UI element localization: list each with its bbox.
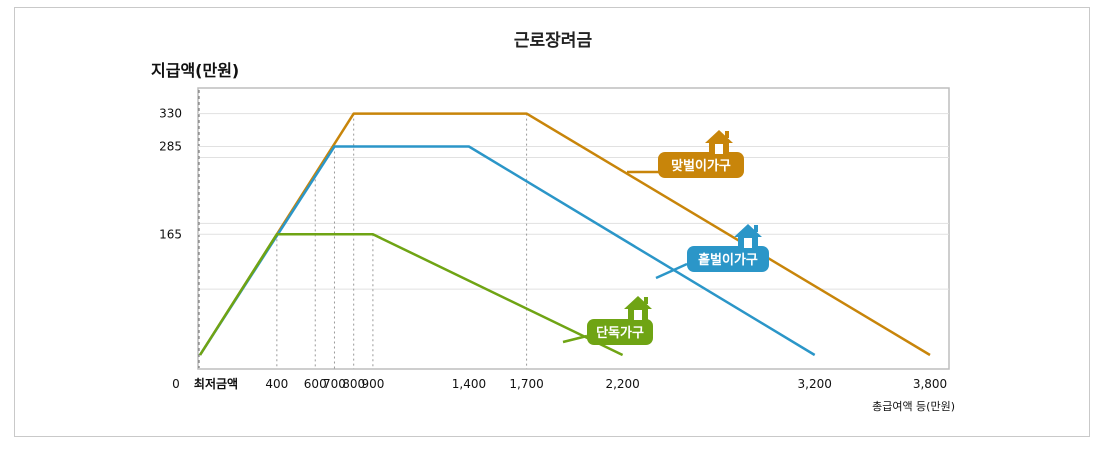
house-body xyxy=(705,130,733,154)
plot-area xyxy=(197,87,950,370)
house-door xyxy=(634,310,642,320)
x-tick-label: 3,800 xyxy=(913,377,947,391)
y-ticks: 165 285 330 xyxy=(159,107,182,242)
house-icon xyxy=(734,224,762,248)
y-axis-label: 지급액(만원) xyxy=(151,61,239,80)
x-tick-label: 1,700 xyxy=(509,377,543,391)
x-tick-label: 1,400 xyxy=(452,377,486,391)
house-chimney xyxy=(644,297,648,304)
badge-pill xyxy=(658,152,744,178)
x-tick-label: 800 xyxy=(342,377,365,391)
series-badge: 단독가구 xyxy=(562,296,653,345)
badge-leader-line xyxy=(562,334,588,344)
x-tick-label: 700 xyxy=(323,377,346,391)
x-tick-label: 900 xyxy=(361,377,384,391)
y-tick-label: 285 xyxy=(159,140,182,154)
grid xyxy=(198,90,949,368)
badge-pill xyxy=(687,246,769,272)
series-line xyxy=(198,233,624,357)
series-badge: 홑벌이가구 xyxy=(655,224,769,280)
series-legend-label: 단독가구 xyxy=(596,325,644,341)
house-body xyxy=(734,224,762,248)
series-badge: 맞벌이가구 xyxy=(627,130,744,178)
series-legend-label: 맞벌이가구 xyxy=(671,158,731,174)
chart-frame: 근로장려금 지급액(만원) 165 285 330 400 600 700 800 900 1… xyxy=(14,7,1090,437)
series-legend-label: 홑벌이가구 xyxy=(698,252,758,268)
series-lines xyxy=(198,112,931,357)
house-icon xyxy=(705,130,733,154)
house-door xyxy=(744,238,752,248)
min-wage-label: 최저금액 xyxy=(194,376,238,391)
chart-title: 근로장려금 xyxy=(514,31,593,51)
y-tick-label: 165 xyxy=(159,227,182,241)
house-chimney xyxy=(754,225,758,232)
house-door xyxy=(715,144,723,154)
x-tick-label: 3,200 xyxy=(798,377,832,391)
house-icon xyxy=(624,296,652,320)
y-tick-label: 330 xyxy=(159,107,182,121)
x-tick-label: 600 xyxy=(304,377,327,391)
origin-label: 0 xyxy=(172,377,180,391)
x-tick-label: 2,200 xyxy=(605,377,639,391)
guide-lines xyxy=(276,113,528,369)
x-tick-label: 400 xyxy=(265,377,288,391)
house-body xyxy=(624,296,652,320)
badge-leader-line xyxy=(655,262,688,280)
badge-pill xyxy=(587,319,653,345)
house-chimney xyxy=(725,131,729,138)
x-axis-label: 총급여액 등(만원) xyxy=(872,400,955,413)
